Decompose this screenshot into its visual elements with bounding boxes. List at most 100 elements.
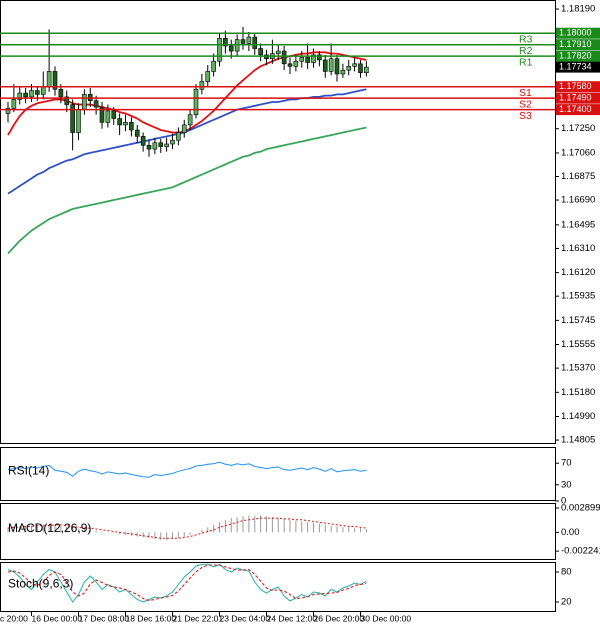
candle-body [311, 54, 316, 63]
macd-bar [19, 526, 21, 533]
indicator-label: MACD(12,26,9) [8, 521, 91, 535]
candle-body [170, 139, 175, 145]
level-price-box [556, 27, 600, 39]
macd-bar [101, 531, 103, 533]
macd-bar [66, 526, 68, 533]
candle-body [134, 129, 140, 137]
macd-bar [183, 532, 185, 537]
plot-area [0, 26, 555, 255]
candle-body [187, 114, 193, 126]
indicator-line [7, 564, 367, 602]
plot-area [7, 515, 367, 540]
macd-bar [95, 530, 97, 533]
macd-bar [342, 527, 344, 533]
x-tick-label: c 20:00 [0, 613, 28, 623]
macd-bar [42, 524, 44, 533]
level-price: 1.18000 [559, 28, 592, 38]
y-tick-label: 1.15180 [561, 387, 595, 398]
macd-bar [83, 528, 85, 533]
plot-area [7, 563, 367, 603]
frames [0, 0, 556, 612]
level-name: S2 [519, 98, 532, 110]
y-tick-label: 1.15935 [561, 291, 595, 302]
candle-body [322, 59, 328, 72]
indicator-line [7, 461, 367, 478]
macd-bar [36, 525, 38, 533]
candle-body [152, 142, 158, 150]
candle-body [158, 142, 164, 147]
candle-body [299, 57, 305, 62]
indicator-label: Stoch(9,6,3) [8, 577, 73, 591]
x-tick-label: 26 Dec 20:00 [314, 613, 365, 623]
candle-body [240, 39, 246, 44]
candle-body [258, 48, 263, 56]
y-tick-label: 1.14805 [561, 435, 595, 446]
y-tick-label: 0 [561, 496, 566, 507]
level-price: 1.17580 [559, 81, 592, 91]
macd-bar [31, 525, 32, 533]
x-tick-label: 18 Dec 16:00 [126, 613, 177, 623]
x-tick-label: 16 Dec 00:00 [32, 613, 83, 623]
candle-body [246, 36, 252, 44]
candle-body [146, 144, 152, 150]
rsi-frame [0, 447, 556, 501]
y-tick-label: 1.16690 [561, 195, 595, 206]
candle-body [76, 109, 81, 133]
signal-line [7, 517, 367, 539]
candle-body [40, 86, 46, 95]
last-price: 1.17734 [559, 61, 592, 71]
macd-bar [154, 532, 156, 540]
y-tick-label: 30 [561, 479, 572, 490]
candle-body [358, 63, 363, 74]
macd-bar [307, 522, 309, 533]
candle-body [281, 50, 287, 65]
candle-body [334, 58, 340, 75]
macd-bar [125, 532, 126, 535]
level-price: 1.17910 [559, 39, 592, 49]
panel: 1.18190 1.17250 1.17060 1.16875 1.16690 1.164… [0, 4, 600, 446]
macd-bar [48, 524, 50, 533]
indicator-label: RSI(14) [8, 463, 49, 477]
y-tick-label: 1.18190 [561, 4, 595, 15]
y-tick-label: 1.14990 [561, 411, 595, 422]
candle-body [211, 60, 216, 72]
macd-bar [213, 524, 215, 533]
level-price-box [556, 81, 600, 93]
level-name: R2 [519, 45, 533, 57]
candle-body [352, 63, 357, 67]
macd-bar [266, 516, 267, 533]
candle-body [105, 110, 111, 123]
candle-body [305, 57, 310, 63]
macd-bar [72, 528, 74, 533]
candle-body [252, 36, 258, 49]
candle-body [340, 69, 346, 75]
panel: 70 30 0 RSI(14) [7, 458, 572, 507]
macd-bar [189, 532, 191, 535]
candle-body [193, 88, 199, 116]
macd-bar [318, 523, 320, 533]
macd-bar [336, 526, 338, 533]
y-tick-label: 1.17060 [561, 147, 595, 158]
panel: 80 20 Stoch(9,6,3) [7, 563, 572, 608]
macd-bar [142, 532, 144, 538]
candle-body [29, 90, 34, 98]
macd-bar [301, 521, 303, 533]
candle-body [70, 104, 75, 133]
candle-body [317, 54, 322, 61]
macd-bar [365, 528, 367, 533]
macd-bar [119, 532, 121, 535]
candle-body [64, 96, 70, 105]
candle-body [164, 143, 169, 147]
level-price: 1.17400 [559, 104, 592, 114]
level-name: R1 [519, 56, 533, 68]
macd-bar [54, 524, 56, 533]
macd-bar [172, 532, 173, 540]
candle-body [11, 99, 17, 109]
level-price-box [556, 92, 600, 104]
level-name: R3 [519, 33, 533, 45]
y-tick-label: 20 [561, 597, 572, 608]
y-tick-label: 1.16495 [561, 219, 595, 230]
macd-bar [236, 517, 238, 533]
candle-body [293, 60, 299, 67]
